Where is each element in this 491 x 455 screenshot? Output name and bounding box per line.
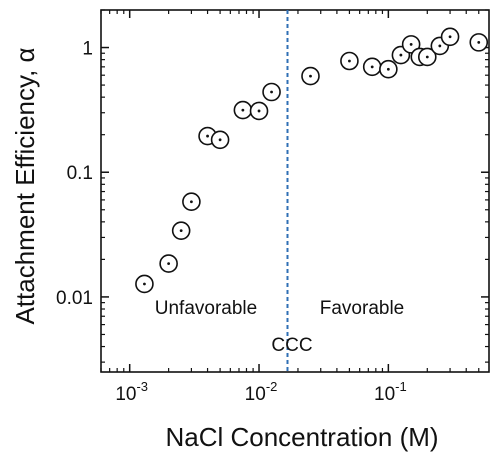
data-point: [249, 101, 269, 121]
data-point-center: [386, 67, 390, 71]
annotation-ccc: CCC: [271, 335, 312, 356]
data-point: [417, 47, 437, 67]
data-point-center: [348, 59, 351, 63]
data-point: [210, 130, 230, 150]
data-point: [379, 59, 398, 79]
data-point: [340, 51, 359, 71]
data-point-center: [241, 108, 245, 112]
data-point: [182, 192, 201, 212]
data-point-center: [438, 44, 442, 48]
data-point: [233, 100, 253, 120]
data-point: [469, 33, 489, 52]
data-point-center: [179, 229, 183, 233]
data-point-center: [270, 90, 273, 94]
data-point: [135, 274, 154, 294]
data-point-center: [167, 262, 171, 266]
data-point: [301, 66, 320, 86]
x-axis-label: NaCl Concentration (M): [165, 422, 438, 452]
y-axis-label: Attachment Efficiency, α: [10, 47, 40, 324]
data-point-center: [218, 138, 222, 142]
data-points: [135, 27, 489, 294]
x-tick-label: 10-2: [245, 379, 278, 405]
data-point: [362, 57, 382, 77]
data-point-center: [257, 109, 261, 113]
data-point-center: [206, 134, 209, 138]
data-point: [262, 82, 281, 102]
data-point-center: [190, 200, 193, 204]
y-tick-label: 0.01: [56, 288, 93, 309]
data-point-center: [399, 53, 403, 57]
data-point-center: [309, 74, 312, 78]
annotation-favorable: Favorable: [320, 298, 405, 319]
data-point: [440, 27, 460, 47]
data-point-center: [409, 42, 413, 46]
x-tick-label: 10-1: [374, 379, 407, 405]
y-tick-label: 1: [82, 39, 93, 60]
data-point: [171, 221, 191, 240]
data-point-center: [425, 55, 429, 59]
x-tick-label: 10-3: [115, 379, 148, 405]
data-point-center: [370, 65, 374, 69]
data-point-center: [143, 282, 146, 286]
plot-axes: 10-3 10-2 10-1 0.01 0.1 1: [56, 9, 490, 405]
data-point: [401, 35, 421, 54]
data-point: [159, 254, 178, 273]
annotation-unfavorable: Unfavorable: [155, 298, 257, 319]
y-tick-label: 0.1: [67, 163, 93, 184]
data-point-center: [477, 40, 481, 44]
data-point-center: [448, 35, 452, 39]
